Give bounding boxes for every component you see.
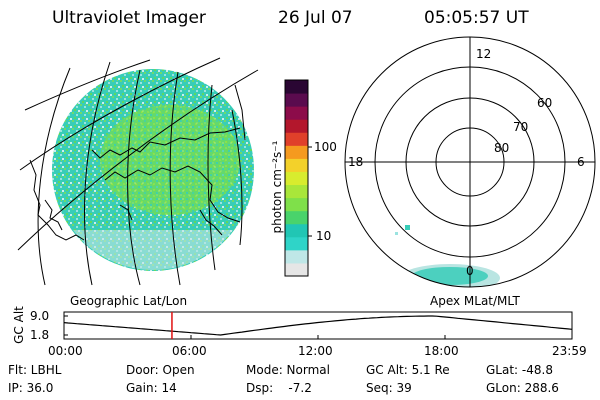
info-filter: Flt: LBHL — [8, 363, 62, 377]
lat-lon-grid — [17, 57, 259, 286]
colorbar-band — [285, 158, 308, 172]
colorbar-band — [285, 93, 308, 107]
alt-xtick-1: 06:00 — [172, 344, 207, 358]
info-gain: Gain: 14 — [126, 381, 177, 395]
colorbar-band — [285, 145, 308, 159]
colorbar-band — [285, 210, 308, 225]
mlat-label-70: 70 — [513, 120, 529, 134]
date-label: 26 Jul 07 — [278, 8, 353, 28]
alt-ytick-low: 1.8 — [30, 328, 50, 342]
polar-caption: Apex MLat/MLT — [430, 294, 520, 308]
colorbar-band — [285, 106, 308, 120]
mlt-label-0: 0 — [466, 264, 474, 278]
colorbar-tick-10: 10 — [316, 229, 332, 243]
colorbar-band — [285, 171, 308, 186]
alt-ylabel: GC Alt — [12, 306, 26, 344]
info-ip: IP: 36.0 — [8, 381, 54, 395]
info-door: Door: Open — [126, 363, 195, 377]
mlt-label-6: 6 — [577, 155, 585, 169]
alt-xtick-3: 18:00 — [424, 344, 459, 358]
altitude-curve — [63, 315, 573, 336]
info-seq: Seq: 39 — [366, 381, 412, 395]
altitude-plot — [63, 311, 573, 340]
mlt-label-18: 18 — [348, 155, 364, 169]
alt-ytick-high: 9.0 — [30, 309, 50, 323]
mlat-label-80: 80 — [494, 141, 510, 155]
colorbar-band — [285, 80, 308, 94]
colorbar-band — [285, 262, 308, 277]
alt-xtick-4: 23:59 — [552, 344, 587, 358]
colorbar-tick-100: 100 — [314, 140, 337, 154]
coastlines — [29, 84, 246, 241]
polar-plot — [344, 36, 596, 288]
alt-xtick-2: 12:00 — [298, 344, 333, 358]
info-gc-alt: GC Alt: 5.1 Re — [366, 363, 450, 377]
earth-image — [52, 69, 254, 271]
alt-xtick-0: 00:00 — [48, 344, 83, 358]
colorbar — [285, 80, 308, 277]
colorbar-band — [285, 184, 308, 199]
colorbar-band — [285, 236, 308, 251]
instrument-title: Ultraviolet Imager — [52, 8, 206, 28]
colorbar-band — [285, 132, 308, 146]
info-glat: GLat: -48.8 — [486, 363, 553, 377]
mlat-label-60: 60 — [537, 96, 553, 110]
mlt-label-12: 12 — [476, 47, 492, 61]
colorbar-unit-label: photon cm⁻²s⁻¹ — [270, 140, 284, 234]
time-label: 05:05:57 UT — [424, 8, 529, 28]
colorbar-band — [285, 197, 308, 212]
info-glon: GLon: 288.6 — [486, 381, 559, 395]
map-caption: Geographic Lat/Lon — [70, 294, 188, 308]
colorbar-band — [285, 223, 308, 238]
info-mode: Mode: Normal — [246, 363, 330, 377]
colorbar-band — [285, 249, 308, 264]
info-dsp: Dsp: -7.2 — [246, 381, 312, 395]
colorbar-band — [285, 119, 308, 133]
